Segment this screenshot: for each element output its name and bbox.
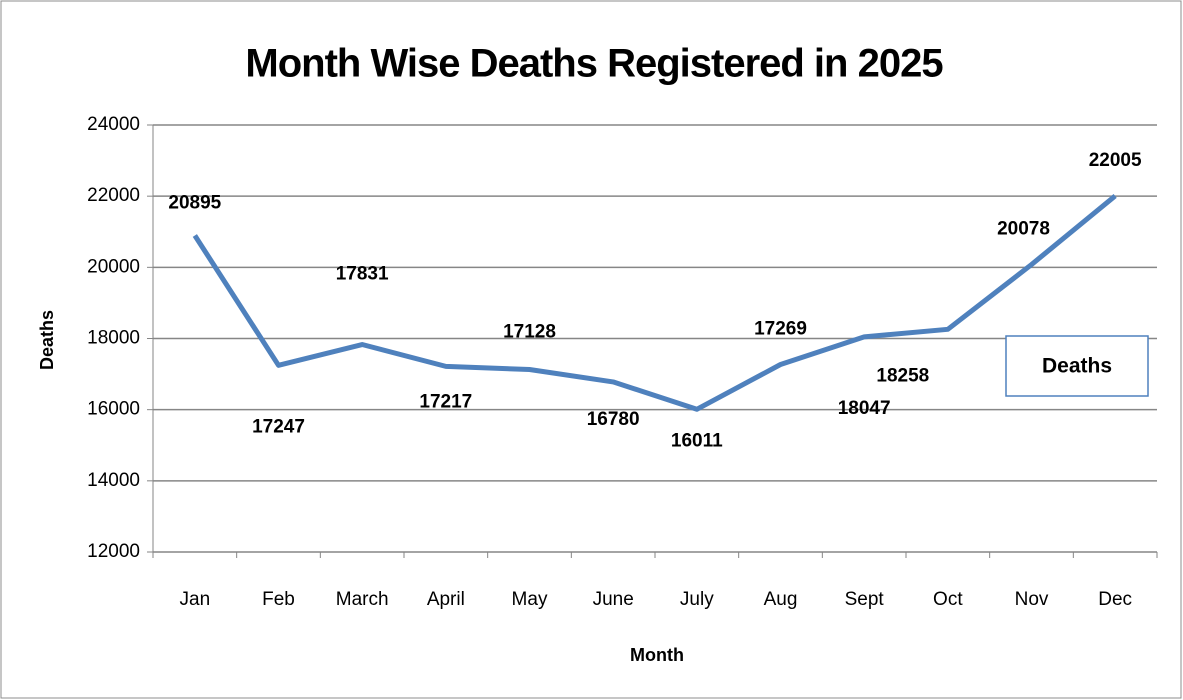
x-tick-label: Feb <box>262 589 295 610</box>
data-label: 17269 <box>754 319 807 340</box>
y-tick-label: 14000 <box>87 470 140 491</box>
x-tick-label: Sept <box>845 589 885 610</box>
legend-label: Deaths <box>1042 355 1112 378</box>
y-tick-label: 20000 <box>87 256 140 277</box>
data-label: 17128 <box>503 322 556 343</box>
x-tick-label: July <box>680 589 714 610</box>
y-tick-label: 12000 <box>87 541 140 562</box>
series-line <box>192 194 1117 412</box>
data-label: 17217 <box>419 391 472 412</box>
chart-title: Month Wise Deaths Registered in 2025 <box>245 42 943 86</box>
y-tick-label: 22000 <box>87 185 140 206</box>
y-tick-label: 16000 <box>87 399 140 420</box>
data-label: 20078 <box>997 219 1050 240</box>
x-tick-label: May <box>512 589 548 610</box>
legend-box <box>1005 335 1149 397</box>
x-tick-label: April <box>427 589 465 610</box>
x-tick-label: Aug <box>764 589 798 610</box>
x-tick-label: Dec <box>1098 589 1132 610</box>
x-tick-label: June <box>593 589 634 610</box>
data-label: 20895 <box>168 193 221 214</box>
data-label: 16011 <box>671 430 723 451</box>
x-tick-label: Jan <box>180 589 211 610</box>
x-tick-label: March <box>336 589 389 610</box>
y-axis-label: Deaths <box>37 310 57 370</box>
x-axis-label: Month <box>630 645 684 665</box>
data-label: 18258 <box>876 365 929 386</box>
data-label: 17831 <box>336 264 389 285</box>
data-label: 22005 <box>1089 150 1142 171</box>
data-label: 18047 <box>838 398 891 419</box>
data-label: 17247 <box>252 416 305 437</box>
x-tick-label: Nov <box>1015 589 1049 610</box>
data-label: 16780 <box>587 409 640 430</box>
x-tick-label: Oct <box>933 589 963 610</box>
y-tick-label: 24000 <box>87 114 140 135</box>
y-tick-label: 18000 <box>87 328 140 349</box>
